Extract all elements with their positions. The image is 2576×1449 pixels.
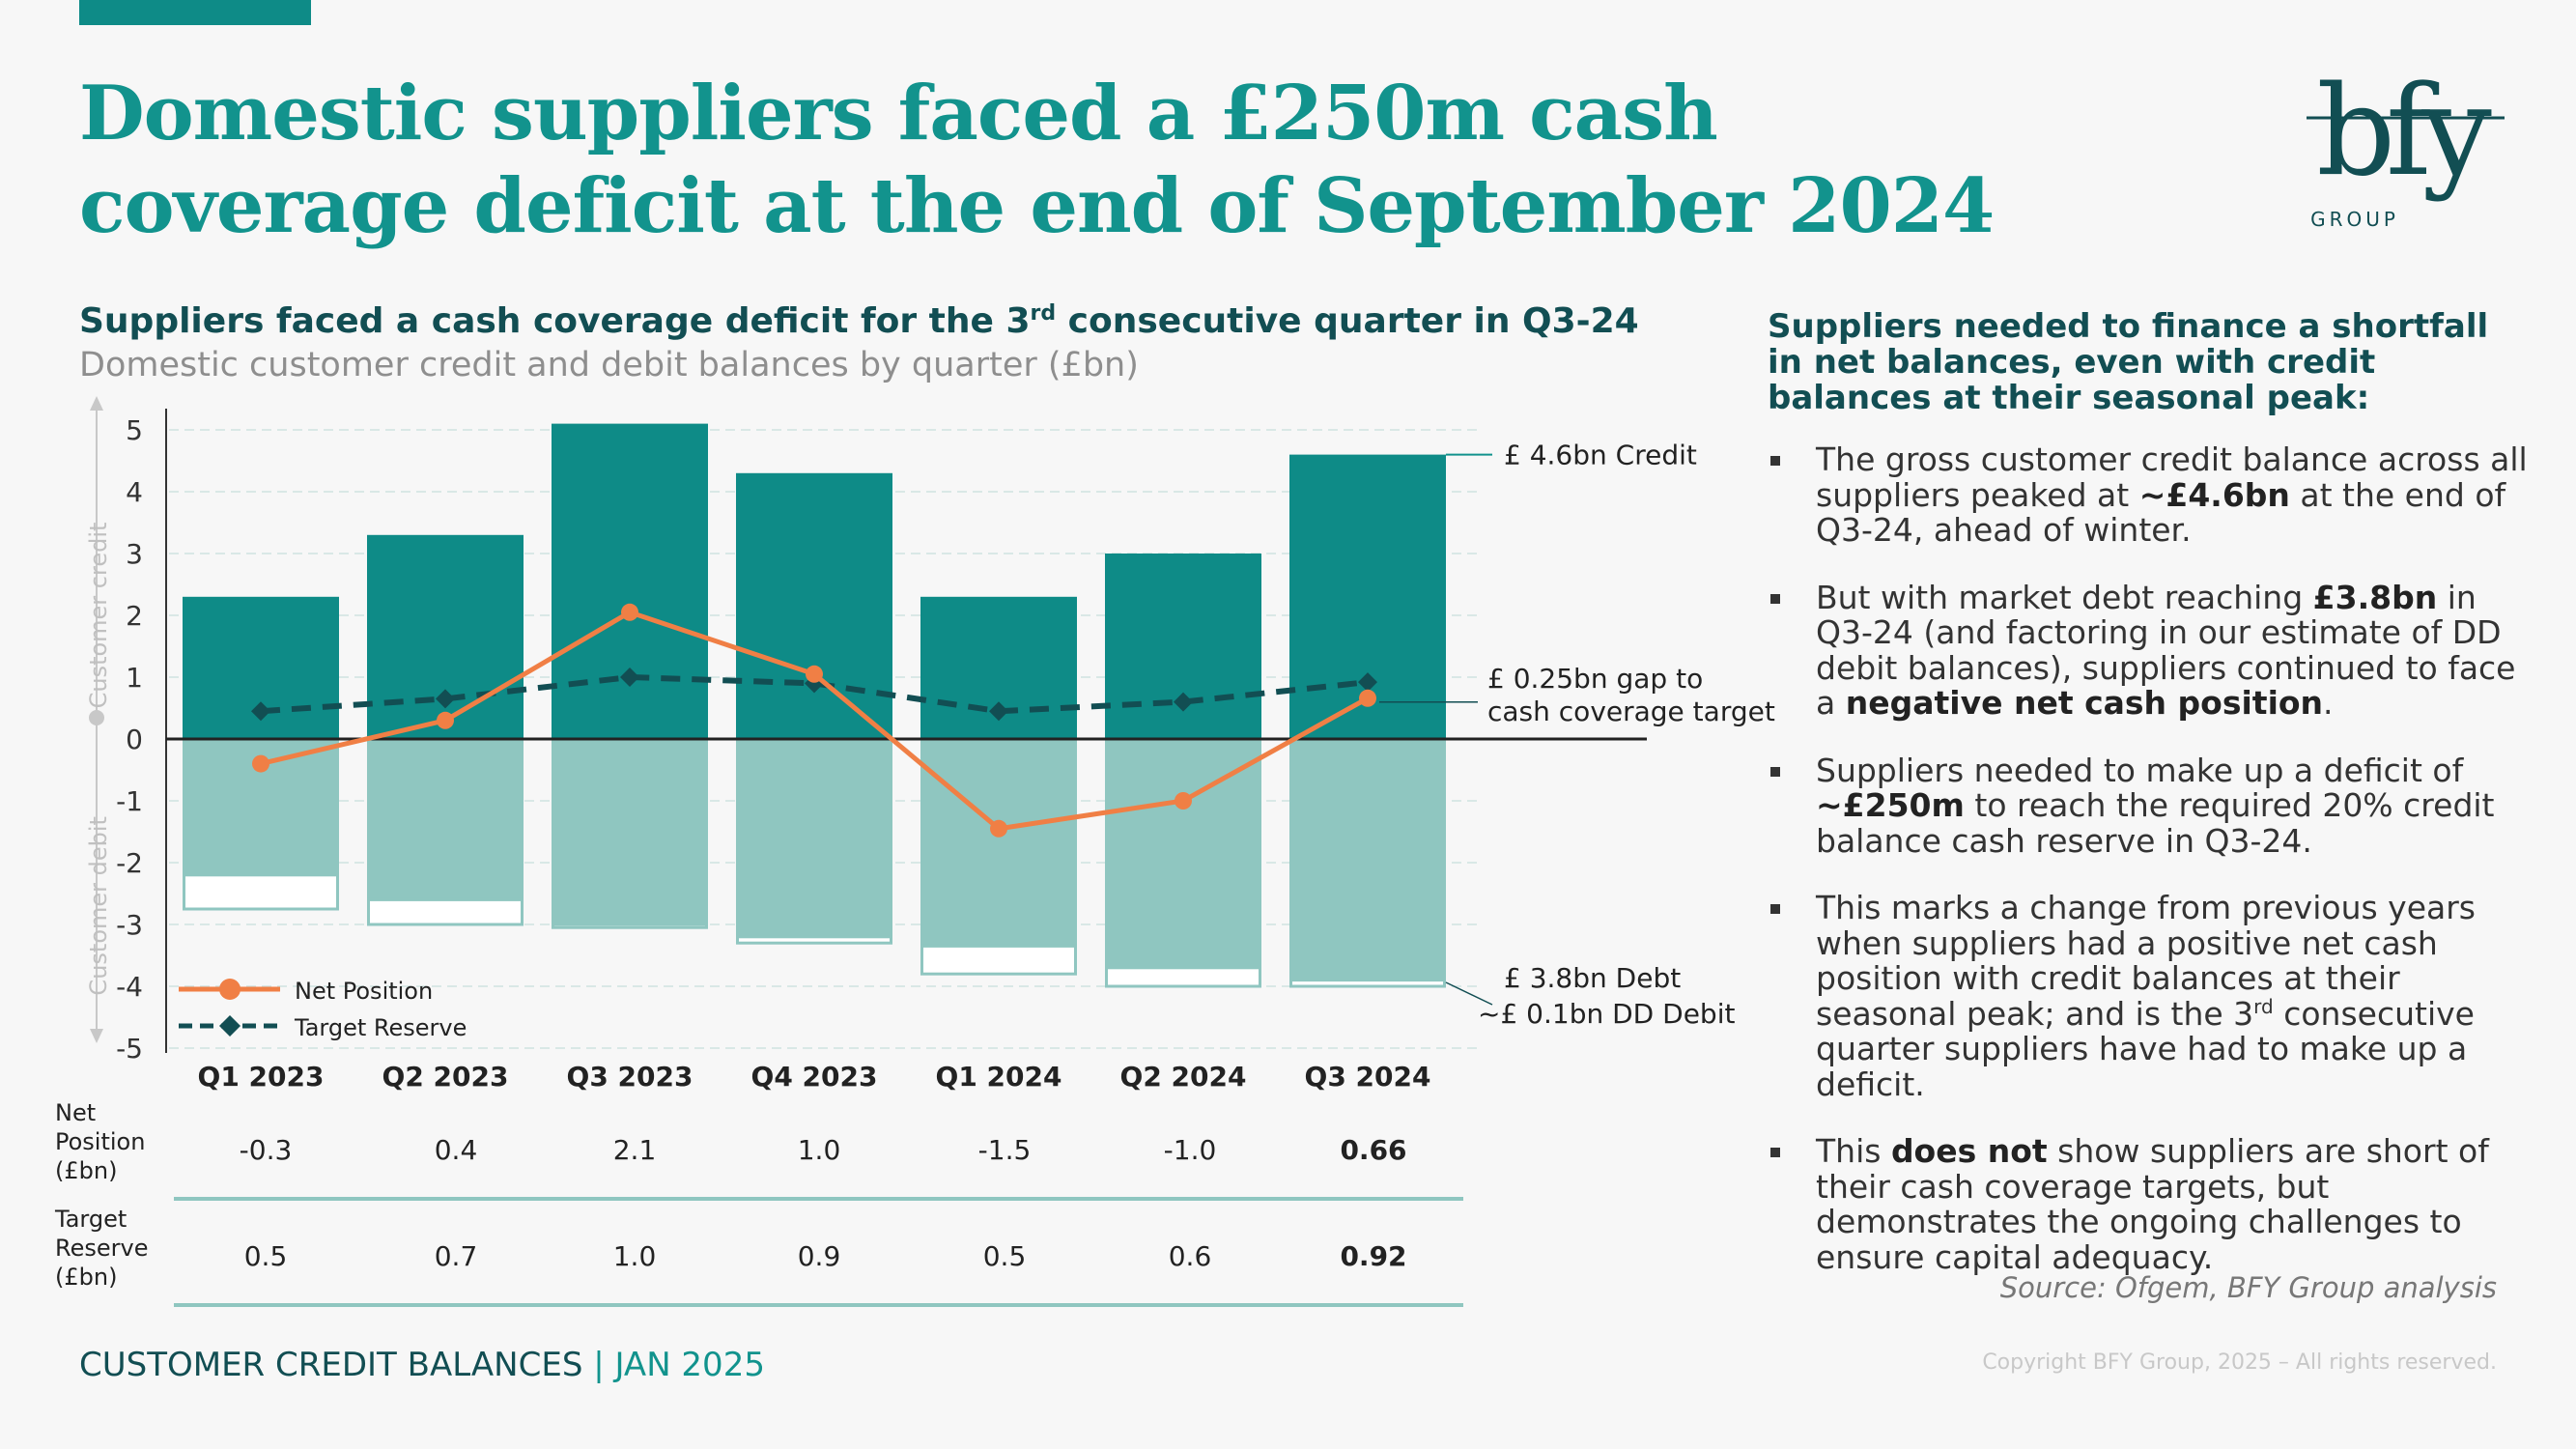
net-position-point [437, 711, 454, 729]
chart-subtitle: Domestic customer credit and debit balan… [79, 346, 1139, 384]
commentary-bullet-1: The gross customer credit balance across… [1768, 441, 2531, 549]
source-note: Source: Ofgem, BFY Group analysis [1999, 1271, 2497, 1304]
commentary-bullet-2: But with market debt reaching £3.8bn in … [1768, 580, 2531, 722]
category-label: Q2 2023 [382, 1061, 509, 1093]
y-tick-label: 4 [126, 476, 143, 508]
commentary-list: The gross customer credit balance across… [1768, 441, 2531, 1307]
category-label: Q3 2024 [1305, 1061, 1431, 1093]
dd-debit-bar [1289, 979, 1446, 988]
table-cell: -0.3 [240, 1134, 293, 1166]
legend-target-label: Target Reserve [294, 1014, 467, 1041]
y-tick-label: -4 [116, 971, 143, 1003]
logo-letters: bfy [2316, 68, 2491, 204]
bfy-logo: bfy GROUP [2307, 68, 2505, 231]
commentary-bullet-5: This does not show suppliers are short o… [1768, 1133, 2531, 1275]
net-position-point [621, 603, 638, 621]
table-cell: 0.5 [983, 1240, 1027, 1272]
chart-heading: Suppliers faced a cash coverage deficit … [79, 301, 1639, 341]
y-tick-label: 3 [126, 538, 143, 570]
annotation-dd-debit: ~£ 0.1bn DD Debit [1478, 998, 1735, 1030]
table-cell: 1.0 [798, 1134, 841, 1166]
y-tick-label: -1 [116, 785, 143, 817]
table-row-label: Reserve [55, 1235, 148, 1262]
table-cell: 0.5 [244, 1240, 288, 1272]
debt-bar [1289, 739, 1446, 980]
dd-debit-bar [736, 935, 892, 945]
net-position-point [990, 819, 1007, 838]
category-label: Q1 2023 [198, 1061, 325, 1093]
category-label: Q4 2023 [751, 1061, 878, 1093]
table-row-label: Position [55, 1128, 145, 1155]
category-label: Q2 2024 [1120, 1061, 1247, 1093]
credit-bar [552, 423, 708, 739]
legend-net-marker [219, 979, 241, 1000]
net-position-point [252, 754, 269, 773]
dd-debit-bar [552, 923, 708, 929]
target-reserve-point [1358, 672, 1377, 693]
category-label: Q1 2024 [936, 1061, 1062, 1093]
table-row-label: (£bn) [55, 1264, 117, 1291]
y-tick-label: 5 [126, 414, 143, 446]
table-cell: 0.6 [1169, 1240, 1212, 1272]
y-tick-label: -3 [116, 909, 143, 941]
table-cell: 0.92 [1340, 1240, 1406, 1272]
annotation-leader [1445, 981, 1493, 1006]
commentary-heading: Suppliers needed to finance a shortfall … [1768, 307, 2489, 417]
logo-group: GROUP [2310, 208, 2399, 231]
debt-bar [1105, 739, 1261, 968]
credit-debit-chart: 5 4 3 2 1 0 -1 -2 -3 -4 -5 Customer credit Customer … [54, 396, 1775, 1307]
dd-debit-bar [367, 897, 524, 926]
y-tick-label: 2 [126, 600, 143, 632]
annotation-debt: £ 3.8bn Debt [1504, 962, 1681, 994]
dd-debit-bar [920, 944, 1077, 976]
copyright: Copyright BFY Group, 2025 – All rights r… [1982, 1350, 2497, 1375]
y-tick-label: -5 [116, 1033, 143, 1065]
target-reserve-point [251, 701, 270, 722]
commentary-bullet-4: This marks a change from previous years … [1768, 890, 2531, 1102]
commentary-bullet-3: Suppliers needed to make up a deficit of… [1768, 753, 2531, 860]
net-position-point [1175, 792, 1192, 810]
footer: CUSTOMER CREDIT BALANCES | JAN 2025 [79, 1346, 765, 1384]
top-accent-bar [79, 0, 311, 25]
y-label-debit: Customer debit [85, 816, 112, 996]
table-cell: 0.7 [435, 1240, 478, 1272]
debt-bar [736, 739, 892, 937]
side-indicator-arrow-up [90, 396, 103, 411]
table-cell: 0.4 [435, 1134, 478, 1166]
side-indicator-dot [89, 710, 104, 725]
legend-target-marker [219, 1015, 241, 1037]
legend-net-label: Net Position [295, 978, 433, 1005]
target-reserve-point [620, 668, 639, 687]
target-reserve-point [436, 689, 455, 709]
table-row-label: (£bn) [55, 1157, 117, 1184]
table-cell: 0.66 [1340, 1134, 1406, 1166]
y-tick-label: -2 [116, 847, 143, 879]
table-cell: -1.5 [978, 1134, 1032, 1166]
dd-debit-bar [1105, 966, 1261, 988]
net-position-point [806, 665, 823, 683]
debt-bar [367, 739, 524, 900]
table-row-label: Target [54, 1206, 127, 1233]
table-cell: 1.0 [613, 1240, 657, 1272]
debt-bar [552, 739, 708, 924]
credit-bar [736, 472, 892, 739]
page-title: Domestic suppliers faced a £250m cash co… [79, 70, 1995, 250]
annotation-credit: £ 4.6bn Credit [1504, 440, 1697, 471]
table-row-label: Net [55, 1099, 96, 1126]
debt-bar [920, 739, 1077, 947]
net-position-point [1359, 689, 1376, 707]
target-reserve-point [989, 701, 1008, 722]
dd-debit-bar [183, 873, 339, 911]
table-cell: -1.0 [1164, 1134, 1217, 1166]
category-label: Q3 2023 [567, 1061, 694, 1093]
table-cell: 2.1 [613, 1134, 657, 1166]
target-reserve-point [1174, 692, 1193, 712]
y-tick-label: 1 [126, 662, 143, 694]
table-cell: 0.9 [798, 1240, 841, 1272]
y-tick-label: 0 [126, 724, 143, 755]
annotation-gap-line1: £ 0.25bn gap to [1487, 663, 1703, 695]
annotation-gap-line2: cash coverage target [1487, 696, 1775, 727]
y-label-credit: Customer credit [85, 523, 112, 709]
side-indicator-arrow-down [90, 1029, 103, 1043]
